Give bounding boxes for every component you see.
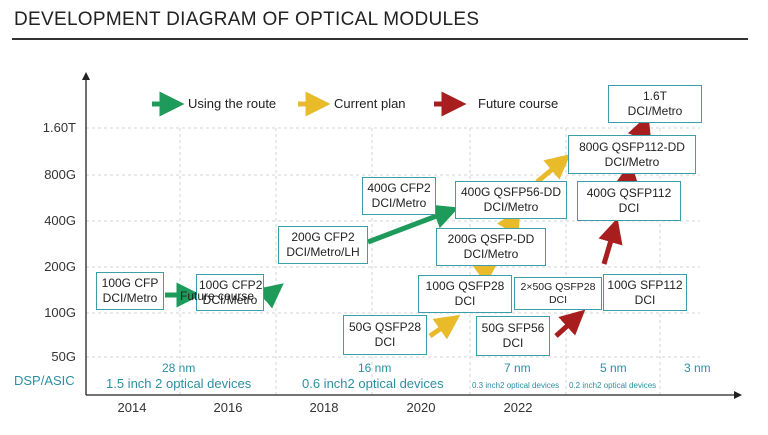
- module-200g-qsfp-dd: 200G QSFP-DD DCI/Metro: [436, 228, 546, 266]
- current-arrow-1: [428, 314, 461, 340]
- module-application: DCI: [374, 335, 396, 349]
- module-application: DCI: [634, 292, 656, 307]
- y-label-800g: 800G: [44, 167, 76, 182]
- legend-future-label: Future course: [478, 96, 559, 111]
- module-application: DCI/Metro/LH: [286, 245, 360, 259]
- dsp-asic-label: DSP/ASIC: [14, 373, 75, 388]
- device-size-1.5: 1.5 inch 2 optical devices: [106, 376, 252, 391]
- node-5nm: 5 nm: [600, 361, 627, 375]
- module-name: 100G SFP112: [607, 277, 683, 292]
- module-200g-cfp2: 200G CFP2 DCI/Metro/LH: [278, 226, 368, 264]
- current-arrow-4: [535, 153, 571, 184]
- module-name: 2×50G QSFP28: [520, 280, 596, 293]
- module-name: 800G QSFP112-DD: [579, 139, 685, 154]
- y-label-200g: 200G: [44, 259, 76, 274]
- module-name: 100G QSFP28: [425, 279, 505, 293]
- module-400g-qsfp56-dd: 400G QSFP56-DD DCI/Metro: [455, 181, 567, 219]
- future-arrow-3: [614, 161, 640, 189]
- module-400g-qsfp112: 400G QSFP112 DCI: [577, 181, 681, 221]
- module-name: 400G QSFP56-DD: [460, 185, 562, 199]
- device-size-0.2: 0.2 inch2 optical devices: [569, 381, 657, 390]
- node-28nm: 28 nm: [162, 361, 196, 375]
- module-50g-sfp56: 50G SFP56 DCI: [476, 316, 550, 356]
- module-application: DCI/Metro: [604, 154, 660, 169]
- module-application: DCI: [618, 201, 640, 215]
- module-100g-qsfp28: 100G QSFP28 DCI: [418, 275, 512, 313]
- module-2x50g-qsfp28: 2×50G QSFP28 DCI: [514, 277, 602, 310]
- future-arrow-4: [627, 114, 652, 143]
- current-arrow-2: [471, 259, 500, 285]
- module-name: 50G QSFP28: [348, 320, 422, 334]
- device-size-0.3: 0.3 inch2 optical devices: [472, 381, 560, 390]
- module-application: DCI/Metro: [483, 200, 539, 214]
- module-application: DCI: [454, 294, 476, 308]
- module-name: 200G CFP2: [291, 230, 355, 244]
- module-name: 50G SFP56: [481, 321, 545, 335]
- module-application: DCI/Metro: [202, 292, 258, 307]
- node-7nm: 7 nm: [504, 361, 531, 375]
- route-arrow-2: [256, 283, 284, 309]
- future-course-overlap-text: Future course: [180, 289, 255, 303]
- node-3nm: 3 nm: [684, 361, 711, 375]
- module-100g-cfp2: 100G CFP2 DCI/Metro: [196, 274, 264, 311]
- module-name: 400G CFP2: [367, 181, 431, 195]
- future-arrow-1: [554, 309, 586, 338]
- x-label-2016: 2016: [214, 400, 243, 415]
- device-size-0.6: 0.6 inch2 optical devices: [302, 376, 444, 391]
- title-divider: [12, 38, 748, 40]
- module-application: DCI/Metro: [371, 196, 427, 210]
- y-label-400g: 400G: [44, 213, 76, 228]
- module-100g-cfp: 100G CFP DCI/Metro: [96, 272, 164, 310]
- current-arrow-3: [496, 208, 521, 237]
- y-label-1.6t: 1.60T: [43, 120, 76, 135]
- page-title: DEVELOPMENT DIAGRAM OF OPTICAL MODULES: [14, 9, 480, 30]
- module-application: DCI: [548, 293, 568, 306]
- route-arrow-3: [367, 204, 459, 245]
- y-label-50g: 50G: [51, 349, 76, 364]
- module-800g-qsfp112-dd: 800G QSFP112-DD DCI/Metro: [568, 135, 696, 174]
- module-name: 100G CFP: [101, 276, 159, 290]
- module-name: 200G QSFP-DD: [447, 232, 535, 246]
- x-label-2022: 2022: [504, 400, 533, 415]
- module-400g-cfp2: 400G CFP2 DCI/Metro: [362, 177, 436, 215]
- future-arrow-2: [598, 218, 623, 265]
- module-application: DCI/Metro: [102, 291, 158, 305]
- module-application: DCI: [502, 336, 524, 350]
- legend-current-label: Current plan: [334, 96, 406, 111]
- module-50g-qsfp28: 50G QSFP28 DCI: [343, 315, 427, 355]
- grid-lines: [86, 127, 700, 396]
- module-name: 1.6T: [642, 89, 667, 103]
- module-name: 100G CFP2: [199, 277, 263, 292]
- legend-route-label: Using the route: [188, 96, 277, 111]
- x-label-2020: 2020: [407, 400, 436, 415]
- x-label-2014: 2014: [118, 400, 147, 415]
- x-label-2018: 2018: [310, 400, 339, 415]
- module-application: DCI/Metro: [627, 104, 683, 118]
- module-application: DCI/Metro: [463, 247, 519, 261]
- module-1.6t: 1.6T DCI/Metro: [608, 85, 702, 123]
- y-label-100g: 100G: [44, 305, 76, 320]
- module-100g-sfp112: 100G SFP112 DCI: [603, 274, 687, 311]
- module-name: 400G QSFP112: [586, 186, 672, 200]
- node-16nm: 16 nm: [358, 361, 392, 375]
